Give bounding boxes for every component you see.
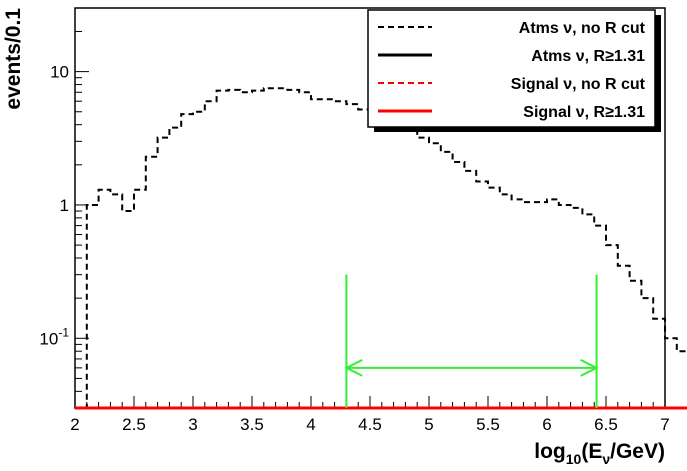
legend-label-3: Signal ν, no R cut (511, 76, 646, 93)
x-axis-title: log10(Eν/GeV) (534, 440, 665, 467)
series-line-1 (75, 87, 687, 409)
legend-label-4: Signal ν, R≥1.31 (523, 104, 645, 121)
x-tick-label: 2 (70, 415, 79, 434)
x-tick-label: 3 (188, 415, 197, 434)
series-layer (75, 87, 687, 410)
x-tick-label: 6 (542, 415, 551, 434)
x-axis-title-close: /GeV) (610, 440, 665, 463)
x-tick-label: 5.5 (476, 415, 500, 434)
x-tick-label: 2.5 (122, 415, 146, 434)
legend: Atms ν, no R cut Atms ν, R≥1.31 Signal ν, … (367, 9, 661, 132)
x-axis-title-open: (E (581, 440, 602, 463)
x-axis-title-sub1: 10 (566, 451, 582, 467)
y-tick-label: 10 (50, 63, 69, 82)
legend-entries: Atms ν, no R cut Atms ν, R≥1.31 Signal ν, … (378, 20, 646, 121)
annotation-layer (344, 274, 599, 408)
x-tick-label: 3.5 (240, 415, 264, 434)
x-axis-title-main: log (534, 440, 566, 463)
range-arrow-head-right (580, 358, 599, 377)
x-tick-label: 4.5 (358, 415, 382, 434)
y-tick-label: 10-1 (39, 325, 69, 348)
range-arrow-head-left (344, 358, 363, 377)
x-tick-label: 7 (660, 415, 669, 434)
x-tick-labels: 2 2.5 3 3.5 4 4.5 5 5.5 6 6.5 7 (70, 415, 669, 434)
x-axis-title-sub2: ν (602, 451, 610, 467)
y-tick-label: 1 (60, 196, 69, 215)
legend-box (367, 9, 656, 128)
legend-label-1: Atms ν, no R cut (519, 20, 646, 37)
y-tick-labels: 10-1 1 10 (39, 63, 69, 349)
x-tick-label: 4 (306, 415, 315, 434)
x-tick-label: 5 (424, 415, 433, 434)
legend-label-2: Atms ν, R≥1.31 (531, 48, 645, 65)
y-axis-title: events/0.1 (2, 8, 25, 110)
x-tick-label: 6.5 (594, 415, 618, 434)
